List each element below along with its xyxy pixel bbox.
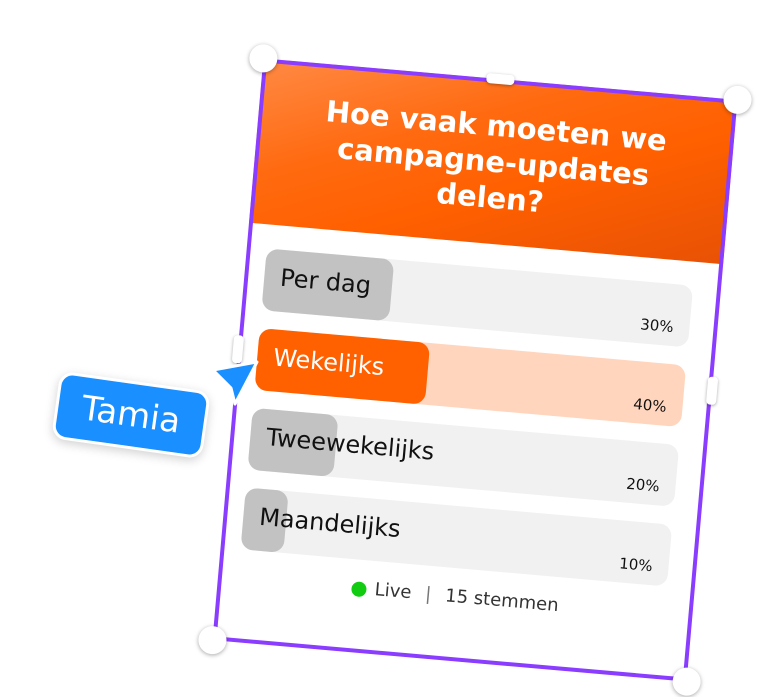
poll-element[interactable]: Hoe vaak moeten we campagne-updates dele… bbox=[197, 43, 753, 697]
option-percent: 20% bbox=[625, 474, 661, 496]
resize-handle-bottom-right[interactable] bbox=[671, 666, 702, 697]
option-percent: 10% bbox=[618, 554, 654, 576]
separator: | bbox=[424, 583, 433, 606]
poll-option[interactable]: Tweewekelijks 20% bbox=[247, 407, 680, 507]
poll-options: Per dag 30% Wekelijks 40% Tweewekelijks 20%… bbox=[221, 223, 724, 589]
option-percent: 40% bbox=[632, 394, 668, 416]
collaborator-name-badge: Tamia bbox=[51, 370, 211, 460]
poll-option[interactable]: Wekelijks 40% bbox=[254, 328, 687, 428]
resize-handle-right[interactable] bbox=[705, 376, 719, 406]
collaborator-cursor-icon bbox=[211, 360, 259, 406]
poll-option[interactable]: Maandelijks 10% bbox=[240, 487, 673, 587]
poll-option[interactable]: Per dag 30% bbox=[261, 248, 694, 348]
live-status: Live bbox=[351, 577, 412, 603]
poll-card: Hoe vaak moeten we campagne-updates dele… bbox=[212, 58, 738, 682]
poll-question: Hoe vaak moeten we campagne-updates dele… bbox=[324, 93, 669, 219]
live-label: Live bbox=[373, 579, 413, 604]
vote-count: 15 stemmen bbox=[444, 585, 560, 617]
live-dot-icon bbox=[351, 580, 368, 597]
option-percent: 30% bbox=[639, 315, 675, 337]
